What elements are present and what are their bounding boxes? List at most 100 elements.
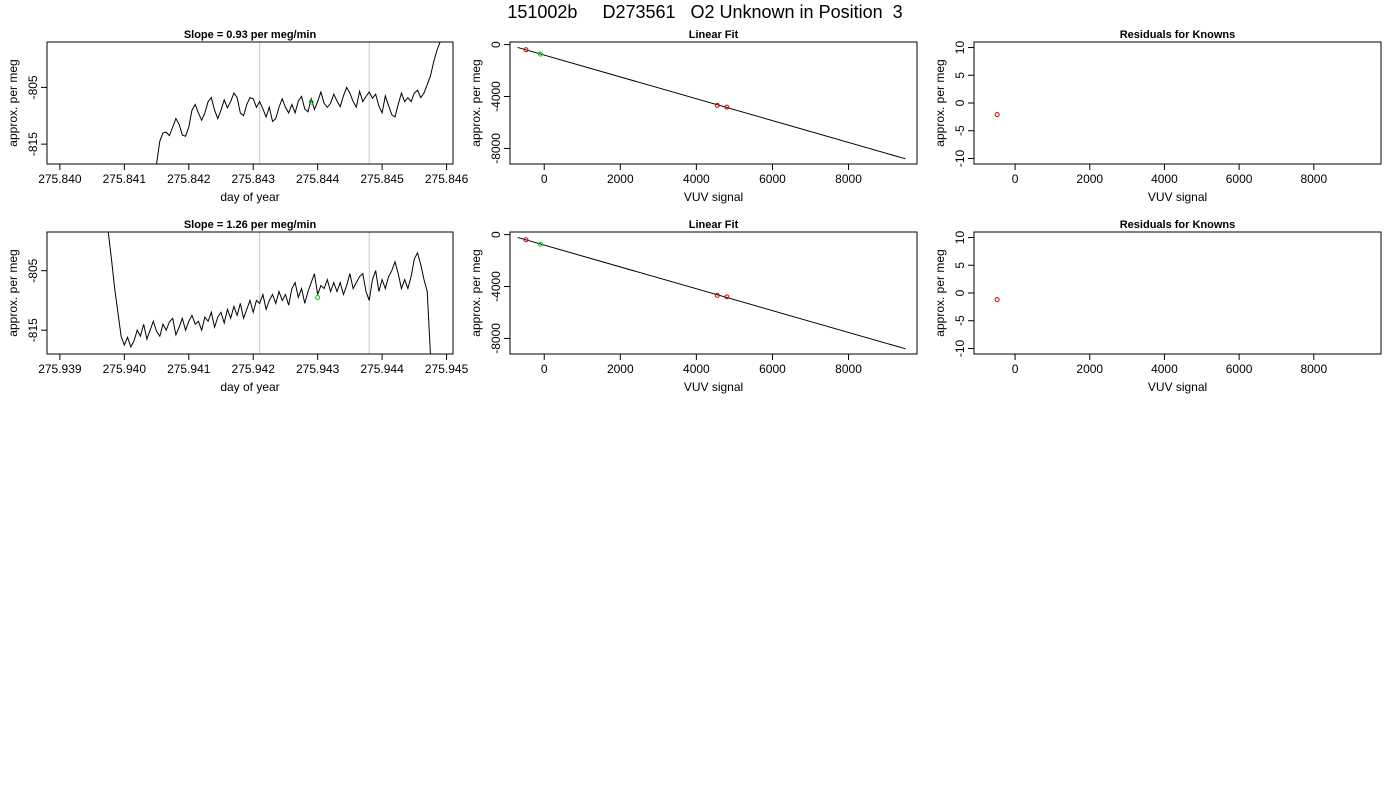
x-axis-label: VUV signal bbox=[684, 380, 743, 394]
x-tick-label: 275.842 bbox=[167, 172, 211, 186]
x-tick-label: 4000 bbox=[683, 362, 710, 376]
y-tick-label: 0 bbox=[953, 289, 967, 296]
chart-panel-2: Linear Fit VUV signal approx. per meg 0 2000… bbox=[469, 29, 918, 204]
plot-frame bbox=[509, 41, 918, 165]
y-tick-label: 0 bbox=[489, 231, 503, 238]
x-axis-label: VUV signal bbox=[684, 190, 743, 204]
x-tick-label: 275.945 bbox=[425, 362, 469, 376]
x-tick-label: 0 bbox=[1012, 362, 1019, 376]
x-tick-label: 275.846 bbox=[425, 172, 469, 186]
x-tick-label: 275.940 bbox=[103, 362, 147, 376]
x-tick-label: 275.843 bbox=[232, 172, 276, 186]
y-tick-label: -5 bbox=[953, 315, 967, 326]
chart-panel-1: Slope = 0.93 per meg/min day of year appro… bbox=[6, 29, 469, 204]
y-axis-label: approx. per meg bbox=[933, 59, 947, 146]
chart-panel-5: Linear Fit VUV signal approx. per meg 0 2000… bbox=[469, 219, 918, 394]
x-tick-label: 4000 bbox=[1151, 172, 1178, 186]
x-tick-label: 275.941 bbox=[167, 362, 211, 376]
chart-panel-4: Slope = 1.26 per meg/min day of year appro… bbox=[6, 219, 469, 394]
plot-area bbox=[517, 46, 906, 160]
chart-title: Slope = 0.93 per meg/min bbox=[184, 29, 317, 41]
y-tick-label: -815 bbox=[26, 132, 40, 156]
y-axis-label: approx. per meg bbox=[933, 249, 947, 336]
known-point bbox=[724, 294, 730, 300]
x-tick-label: 275.845 bbox=[360, 172, 404, 186]
y-axis-label: approx. per meg bbox=[469, 249, 483, 336]
known-point bbox=[523, 47, 529, 53]
x-tick-label: 6000 bbox=[1226, 172, 1253, 186]
x-tick-label: 0 bbox=[541, 362, 548, 376]
y-axis-label: approx. per meg bbox=[6, 59, 20, 146]
unknown-point bbox=[308, 99, 314, 105]
x-tick-label: 275.840 bbox=[38, 172, 82, 186]
known-point bbox=[994, 112, 1000, 118]
plot-area bbox=[156, 42, 441, 164]
y-axis-label: approx. per meg bbox=[6, 249, 20, 336]
y-tick-label: -8000 bbox=[489, 323, 503, 354]
y-tick-label: -4000 bbox=[489, 81, 503, 112]
y-tick-label: -5 bbox=[953, 125, 967, 136]
x-axis-label: day of year bbox=[220, 190, 279, 204]
x-tick-label: 6000 bbox=[759, 172, 786, 186]
x-tick-label: 2000 bbox=[1076, 172, 1103, 186]
plot-area bbox=[994, 112, 1000, 118]
chart-title: Linear Fit bbox=[689, 29, 739, 41]
y-tick-label: -805 bbox=[26, 258, 40, 282]
fit-line bbox=[517, 236, 906, 350]
y-tick-label: 10 bbox=[953, 41, 967, 55]
plot-frame bbox=[46, 231, 454, 355]
y-tick-label: -10 bbox=[953, 149, 967, 167]
known-point bbox=[714, 102, 720, 108]
y-tick-label: 5 bbox=[953, 262, 967, 269]
x-tick-label: 8000 bbox=[835, 362, 862, 376]
x-tick-label: 8000 bbox=[1300, 172, 1327, 186]
x-axis-label: VUV signal bbox=[1148, 380, 1207, 394]
x-tick-label: 8000 bbox=[835, 172, 862, 186]
known-point bbox=[523, 237, 529, 243]
x-tick-label: 275.844 bbox=[296, 172, 340, 186]
known-point bbox=[714, 292, 720, 298]
series-line bbox=[107, 232, 431, 354]
plot-area bbox=[994, 297, 1000, 303]
x-axis-label: day of year bbox=[220, 380, 279, 394]
unknown-point bbox=[315, 294, 321, 300]
chart-title: Residuals for Knowns bbox=[1120, 29, 1236, 41]
y-tick-label: -815 bbox=[26, 318, 40, 342]
page-title: 151002b D273561 O2 Unknown in Position 3 bbox=[507, 2, 903, 22]
known-point bbox=[724, 104, 730, 110]
x-tick-label: 275.944 bbox=[360, 362, 404, 376]
y-tick-label: -8000 bbox=[489, 133, 503, 164]
chart-title: Linear Fit bbox=[689, 219, 739, 231]
plot-frame bbox=[46, 41, 454, 165]
x-axis-label: VUV signal bbox=[1148, 190, 1207, 204]
x-tick-label: 275.943 bbox=[296, 362, 340, 376]
x-tick-label: 2000 bbox=[607, 362, 634, 376]
y-tick-label: 0 bbox=[953, 99, 967, 106]
y-tick-label: 0 bbox=[489, 41, 503, 48]
x-tick-label: 275.841 bbox=[103, 172, 147, 186]
x-tick-label: 8000 bbox=[1300, 362, 1327, 376]
x-tick-label: 4000 bbox=[683, 172, 710, 186]
x-tick-label: 2000 bbox=[607, 172, 634, 186]
x-tick-label: 6000 bbox=[759, 362, 786, 376]
plot-frame bbox=[973, 41, 1382, 165]
y-tick-label: 5 bbox=[953, 72, 967, 79]
chart-title: Slope = 1.26 per meg/min bbox=[184, 219, 317, 231]
unknown-point bbox=[537, 241, 543, 247]
plot-frame bbox=[973, 231, 1382, 355]
fit-line bbox=[517, 46, 906, 160]
y-tick-label: 10 bbox=[953, 231, 967, 245]
series-line bbox=[156, 42, 441, 164]
x-tick-label: 0 bbox=[541, 172, 548, 186]
x-tick-label: 275.942 bbox=[232, 362, 276, 376]
unknown-point bbox=[537, 51, 543, 57]
plot-area bbox=[517, 236, 906, 350]
x-tick-label: 6000 bbox=[1226, 362, 1253, 376]
chart-panel-3: Residuals for Knowns VUV signal approx. pe… bbox=[933, 29, 1382, 204]
plot-area bbox=[107, 232, 431, 354]
plot-frame bbox=[509, 231, 918, 355]
known-point bbox=[994, 297, 1000, 303]
x-tick-label: 0 bbox=[1012, 172, 1019, 186]
x-tick-label: 2000 bbox=[1076, 362, 1103, 376]
